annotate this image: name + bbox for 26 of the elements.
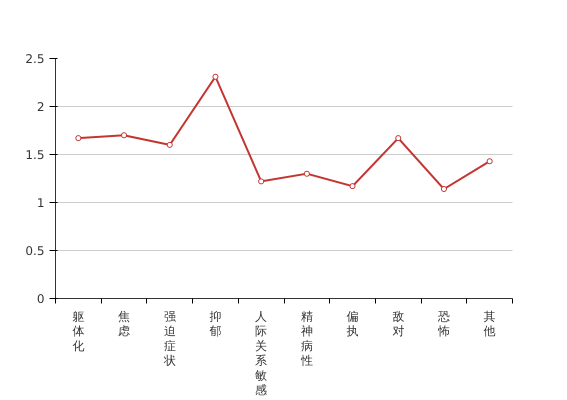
x-tick-label: 恐怖 [436,310,450,338]
y-tick-label: 0.5 [25,244,45,258]
point [75,135,82,142]
y-tick-label: 2.5 [25,52,45,66]
point [212,74,218,80]
x-tick-label: 其他 [484,310,496,338]
x-tick-label: 焦虑 [118,310,130,338]
x-tick-label: 抑郁 [209,310,222,338]
point [395,135,402,142]
x-tick-label: 偏执 [346,310,359,338]
y-tick-label: 2 [36,100,45,114]
point [166,142,173,148]
point [350,183,356,190]
point [304,170,310,177]
point [258,178,264,184]
x-tick-label: 敌对 [392,310,404,338]
y-tick-label: 0 [36,292,45,306]
x-tick-label: 强迫症状 [162,310,176,368]
y-tick-label: 1.5 [25,148,45,162]
point [486,158,493,164]
x-tick-label: 精神病性 [300,310,313,368]
x-tick-label: 人际关系敏感 [255,310,268,397]
y-tick-label: 1 [36,196,45,210]
x-tick-label: 躯体化 [72,310,84,353]
point [440,186,447,192]
point [121,132,128,138]
